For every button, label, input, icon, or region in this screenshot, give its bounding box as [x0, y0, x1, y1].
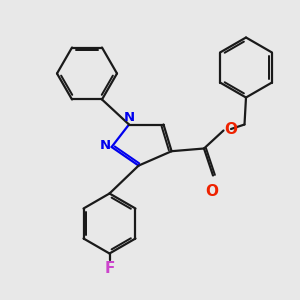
Text: N: N [99, 139, 111, 152]
Text: O: O [224, 122, 238, 136]
Text: O: O [205, 184, 218, 199]
Text: F: F [104, 261, 115, 276]
Text: N: N [123, 111, 135, 124]
